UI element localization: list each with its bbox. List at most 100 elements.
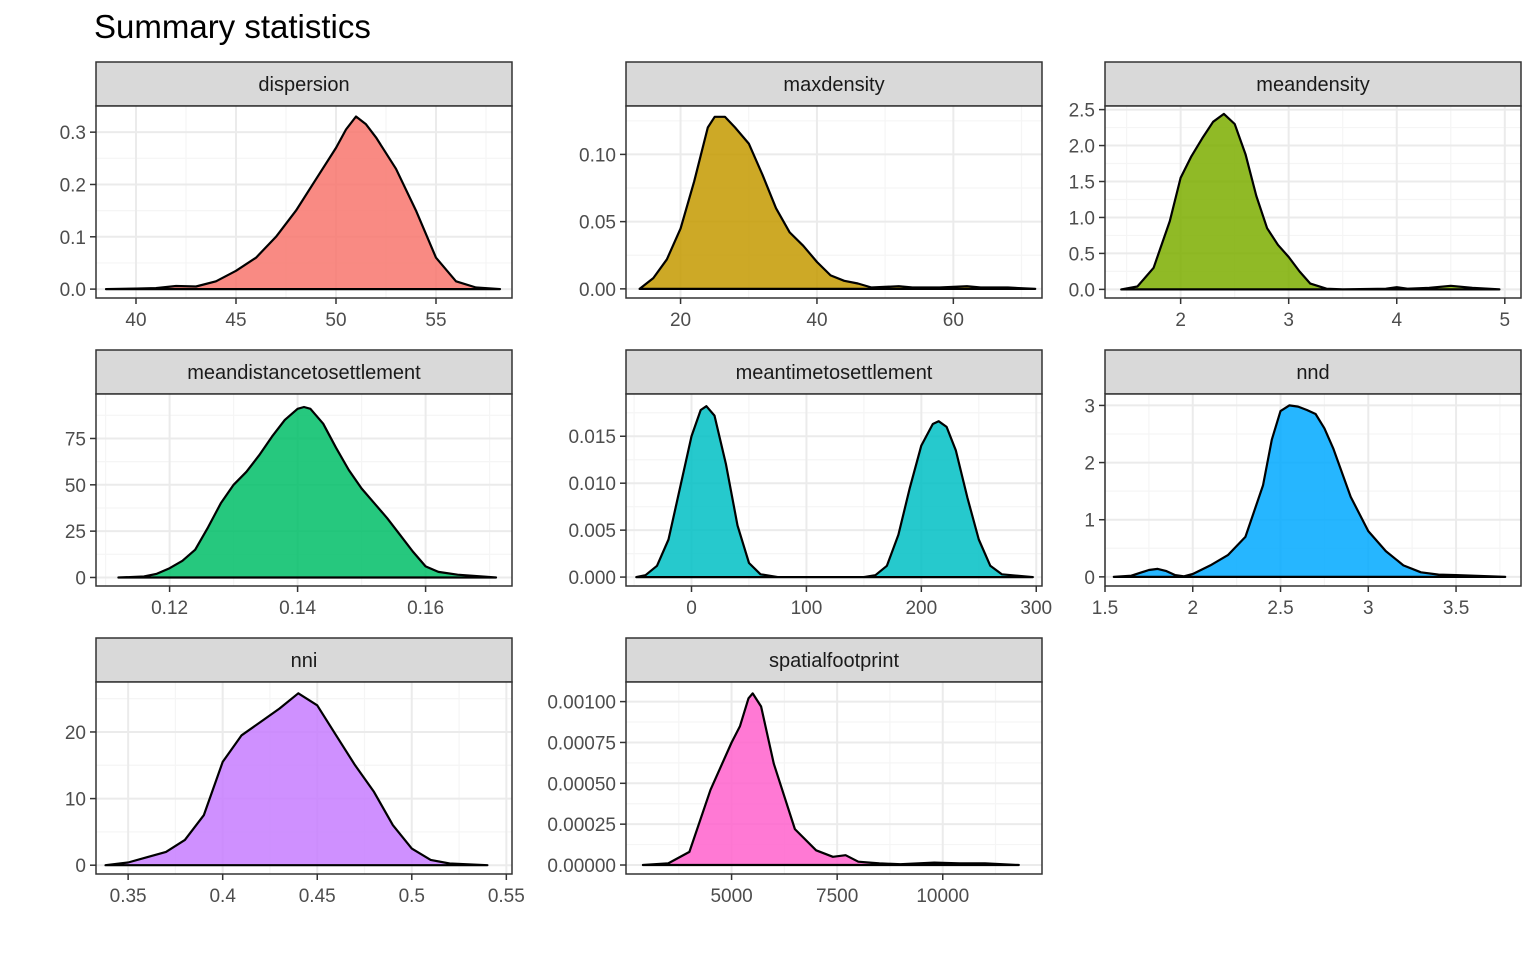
y-tick-label: 0.00100 xyxy=(547,693,616,714)
y-tick-label: 0.00 xyxy=(579,280,616,301)
y-tick-label: 25 xyxy=(65,522,86,543)
facet-strip xyxy=(625,61,1043,107)
x-tick-label: 2.5 xyxy=(1267,598,1293,619)
y-tick-label: 0.015 xyxy=(568,427,616,448)
y-tick-label: 0.005 xyxy=(568,521,616,542)
x-tick-label: 5000 xyxy=(710,886,752,907)
panel-border xyxy=(625,105,1043,299)
panel-border xyxy=(95,681,513,875)
x-tick-label: 0.45 xyxy=(299,886,336,907)
facet-panel-meantimetosettlement: meantimetosettlement 0 100 200 300 0.000 0.005… xyxy=(568,349,1052,619)
figure-title: Summary statistics xyxy=(94,8,371,45)
y-tick-label: 0.0 xyxy=(60,280,86,301)
density-area-meandistancetosettlement xyxy=(117,405,498,579)
x-tick-label: 5 xyxy=(1500,310,1511,331)
y-tick-label: 0.0 xyxy=(1069,280,1095,301)
panel-border xyxy=(95,393,513,587)
facet-panel-meandistancetosettlement: meandistancetosettlement 0.12 0.14 0.16 0 25 5… xyxy=(65,349,513,619)
y-tick-label: 2.5 xyxy=(1069,101,1095,122)
facet-strip-label: spatialfootprint xyxy=(769,650,900,672)
y-tick-label: 0.00000 xyxy=(547,856,616,877)
x-tick-label: 10000 xyxy=(916,886,969,907)
x-tick-label: 3 xyxy=(1363,598,1374,619)
x-tick-label: 0.55 xyxy=(488,886,525,907)
facet-strip xyxy=(95,637,513,683)
density-area-dispersion xyxy=(104,115,502,291)
facet-strip xyxy=(95,349,513,395)
x-tick-label: 50 xyxy=(325,310,346,331)
x-tick-label: 4 xyxy=(1391,310,1402,331)
y-tick-label: 75 xyxy=(65,429,86,450)
x-tick-label: 0.12 xyxy=(151,598,188,619)
facet-strip xyxy=(625,637,1043,683)
y-tick-label: 0.000 xyxy=(568,568,616,589)
density-area-nnd xyxy=(1112,404,1507,578)
panel-border xyxy=(625,393,1043,587)
y-tick-label: 0.5 xyxy=(1069,244,1095,265)
y-tick-label: 0 xyxy=(1084,568,1095,589)
x-tick-label: 40 xyxy=(125,310,146,331)
x-tick-label: 7500 xyxy=(816,886,858,907)
density-area-meandensity xyxy=(1120,112,1501,291)
y-tick-label: 0.1 xyxy=(60,228,86,249)
x-tick-label: 0.14 xyxy=(279,598,316,619)
facet-panel-meandensity: meandensity 2 3 4 5 0.0 0.5 1.0 1.5 2.0 2.5 xyxy=(1069,61,1522,331)
y-tick-label: 10 xyxy=(65,790,86,811)
facet-strip xyxy=(1104,61,1522,107)
x-tick-label: 0.4 xyxy=(209,886,236,907)
y-tick-label: 0.00050 xyxy=(547,774,616,795)
facet-strip-label: maxdensity xyxy=(783,74,884,96)
x-tick-label: 0 xyxy=(686,598,697,619)
panel-background xyxy=(626,682,1042,874)
x-tick-label: 20 xyxy=(670,310,691,331)
x-tick-label: 3.5 xyxy=(1443,598,1469,619)
facet-strip xyxy=(95,61,513,107)
x-tick-label: 60 xyxy=(943,310,964,331)
facet-strip-label: meandensity xyxy=(1256,74,1369,96)
facet-panel-maxdensity: maxdensity 20 40 60 0.00 0.05 0.10 xyxy=(579,61,1043,331)
x-tick-label: 45 xyxy=(225,310,246,331)
facet-strip-label: nni xyxy=(291,650,318,672)
panel-border xyxy=(95,105,513,299)
facet-strip-label: meandistancetosettlement xyxy=(187,362,421,384)
density-area-spatialfootprint xyxy=(641,692,1020,867)
x-tick-label: 1.5 xyxy=(1092,598,1118,619)
facet-strip-label: meantimetosettlement xyxy=(736,362,933,384)
y-tick-label: 0.00075 xyxy=(547,733,616,754)
x-tick-label: 40 xyxy=(806,310,827,331)
y-tick-label: 0.00025 xyxy=(547,815,616,836)
y-tick-label: 20 xyxy=(65,723,86,744)
x-tick-label: 2 xyxy=(1187,598,1198,619)
panel-border xyxy=(1104,105,1522,299)
x-tick-label: 0.16 xyxy=(407,598,444,619)
facet-strip xyxy=(1104,349,1522,395)
x-tick-label: 0.5 xyxy=(399,886,425,907)
facet-strip-label: dispersion xyxy=(258,74,349,96)
y-tick-label: 0.010 xyxy=(568,474,616,495)
y-tick-label: 1.5 xyxy=(1069,173,1095,194)
density-area-maxdensity xyxy=(638,115,1037,290)
panel-border xyxy=(625,681,1043,875)
y-tick-label: 2.0 xyxy=(1069,137,1095,158)
y-tick-label: 50 xyxy=(65,476,86,497)
x-tick-label: 100 xyxy=(791,598,823,619)
y-tick-label: 0.10 xyxy=(579,145,616,166)
y-tick-label: 0.05 xyxy=(579,213,616,234)
facet-panel-spatialfootprint: spatialfootprint 5000 7500 10000 0.00000 0.00… xyxy=(547,637,1043,907)
x-tick-label: 300 xyxy=(1020,598,1052,619)
density-area-meantimetosettlement xyxy=(635,405,1034,579)
y-tick-label: 0.2 xyxy=(60,175,86,196)
facet-strip-label: nnd xyxy=(1296,362,1329,384)
density-area-nni xyxy=(104,692,489,867)
x-tick-label: 0.35 xyxy=(110,886,147,907)
x-tick-label: 55 xyxy=(425,310,446,331)
x-tick-label: 200 xyxy=(905,598,937,619)
y-tick-label: 0 xyxy=(75,568,86,589)
y-tick-label: 1 xyxy=(1084,511,1095,532)
facet-panel-nni: nni 0.35 0.4 0.45 0.5 0.55 0 10 20 xyxy=(65,637,525,907)
y-tick-label: 3 xyxy=(1084,396,1095,417)
x-tick-label: 3 xyxy=(1283,310,1294,331)
facet-panel-dispersion: dispersion 40 45 50 55 0.0 0.1 0.2 0.3 xyxy=(60,61,513,331)
y-tick-label: 2 xyxy=(1084,454,1095,475)
